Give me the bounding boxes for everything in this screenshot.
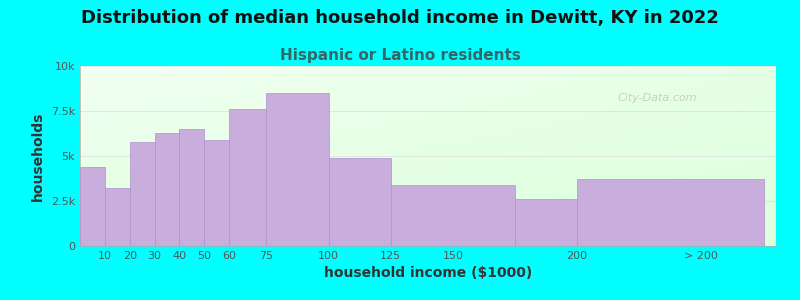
Bar [390,185,515,246]
Bar [154,133,179,246]
Bar [105,188,130,246]
Bar [266,93,329,246]
Text: Hispanic or Latino residents: Hispanic or Latino residents [279,48,521,63]
Bar [229,109,266,246]
Bar [515,199,577,246]
Bar [179,129,204,246]
Bar [80,167,105,246]
Bar [577,179,763,246]
Bar [130,142,154,246]
X-axis label: household income ($1000): household income ($1000) [324,266,532,280]
Text: City-Data.com: City-Data.com [618,93,698,103]
Bar [329,158,390,246]
Bar [204,140,229,246]
Text: Distribution of median household income in Dewitt, KY in 2022: Distribution of median household income … [81,9,719,27]
Y-axis label: households: households [31,111,46,201]
